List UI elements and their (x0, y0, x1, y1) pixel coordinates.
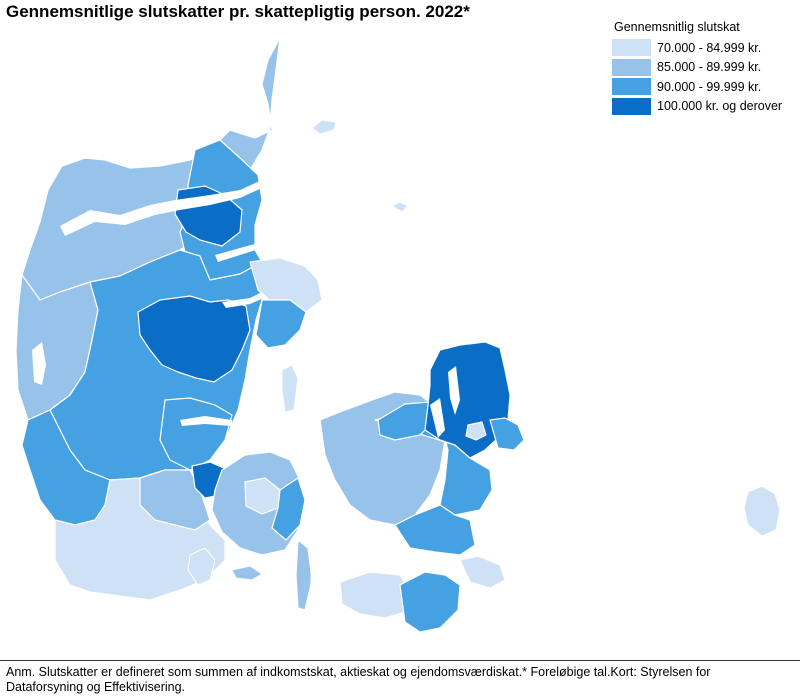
vejle-fjord (180, 416, 232, 426)
region-aarhus (137, 295, 251, 383)
footer-divider (0, 660, 800, 661)
legend-label: 70.000 - 84.999 kr. (657, 40, 762, 55)
legend-item: 85.000 - 89.999 kr. (612, 58, 782, 78)
legend: Gennemsnitlig slutskat 70.000 - 84.999 k… (612, 20, 782, 116)
great-belt (305, 425, 322, 600)
region-lolland-falster (339, 555, 506, 633)
region-zealand (319, 341, 525, 556)
mariager-fjord (215, 242, 262, 262)
isefjord (430, 398, 445, 438)
island-samsoe (281, 364, 299, 413)
legend-item: 70.000 - 84.999 kr. (612, 38, 782, 58)
region-lolland (339, 571, 411, 619)
island-aeroe (231, 565, 263, 581)
footnote: Anm. Slutskatter er defineret som summen… (6, 665, 711, 694)
island-bornholm (743, 485, 781, 537)
legend-item: 100.000 kr. og derover (612, 97, 782, 117)
legend-swatch (612, 78, 651, 96)
region-vejle (159, 397, 233, 471)
region-falster (399, 571, 461, 633)
region-djursland-south (255, 299, 307, 349)
region-haderslev (139, 469, 211, 531)
region-djursland (249, 257, 323, 313)
legend-swatch (612, 97, 651, 115)
region-copenhagen-inner (465, 421, 487, 441)
region-moen (459, 555, 506, 589)
island-als (187, 547, 216, 586)
small-islands (187, 119, 781, 586)
roskilde-fjord (448, 366, 460, 415)
legend-swatch (612, 39, 651, 57)
legend-label: 90.000 - 99.999 kr. (657, 79, 762, 94)
region-langeland (295, 539, 313, 611)
legend-label: 85.000 - 89.999 kr. (657, 60, 762, 75)
denmark-map (15, 37, 781, 633)
legend-title: Gennemsnitlig slutskat (614, 20, 740, 34)
island-anholt (390, 201, 409, 213)
legend-item: 90.000 - 99.999 kr. (612, 77, 782, 97)
region-copenhagen (489, 417, 525, 451)
region-south-zealand (394, 504, 476, 556)
island-laesoe (311, 119, 337, 135)
legend-label: 100.000 kr. og derover (657, 99, 783, 114)
map-title: Gennemsnitlige slutskatter pr. skattepli… (6, 2, 470, 21)
waterways (32, 180, 460, 600)
region-fyn (211, 451, 313, 611)
ringkoebing-fjord (32, 342, 46, 385)
region-fyn-east (271, 477, 306, 541)
legend-swatch (612, 58, 651, 76)
limfjord (60, 180, 262, 236)
randers-fjord (222, 292, 264, 308)
